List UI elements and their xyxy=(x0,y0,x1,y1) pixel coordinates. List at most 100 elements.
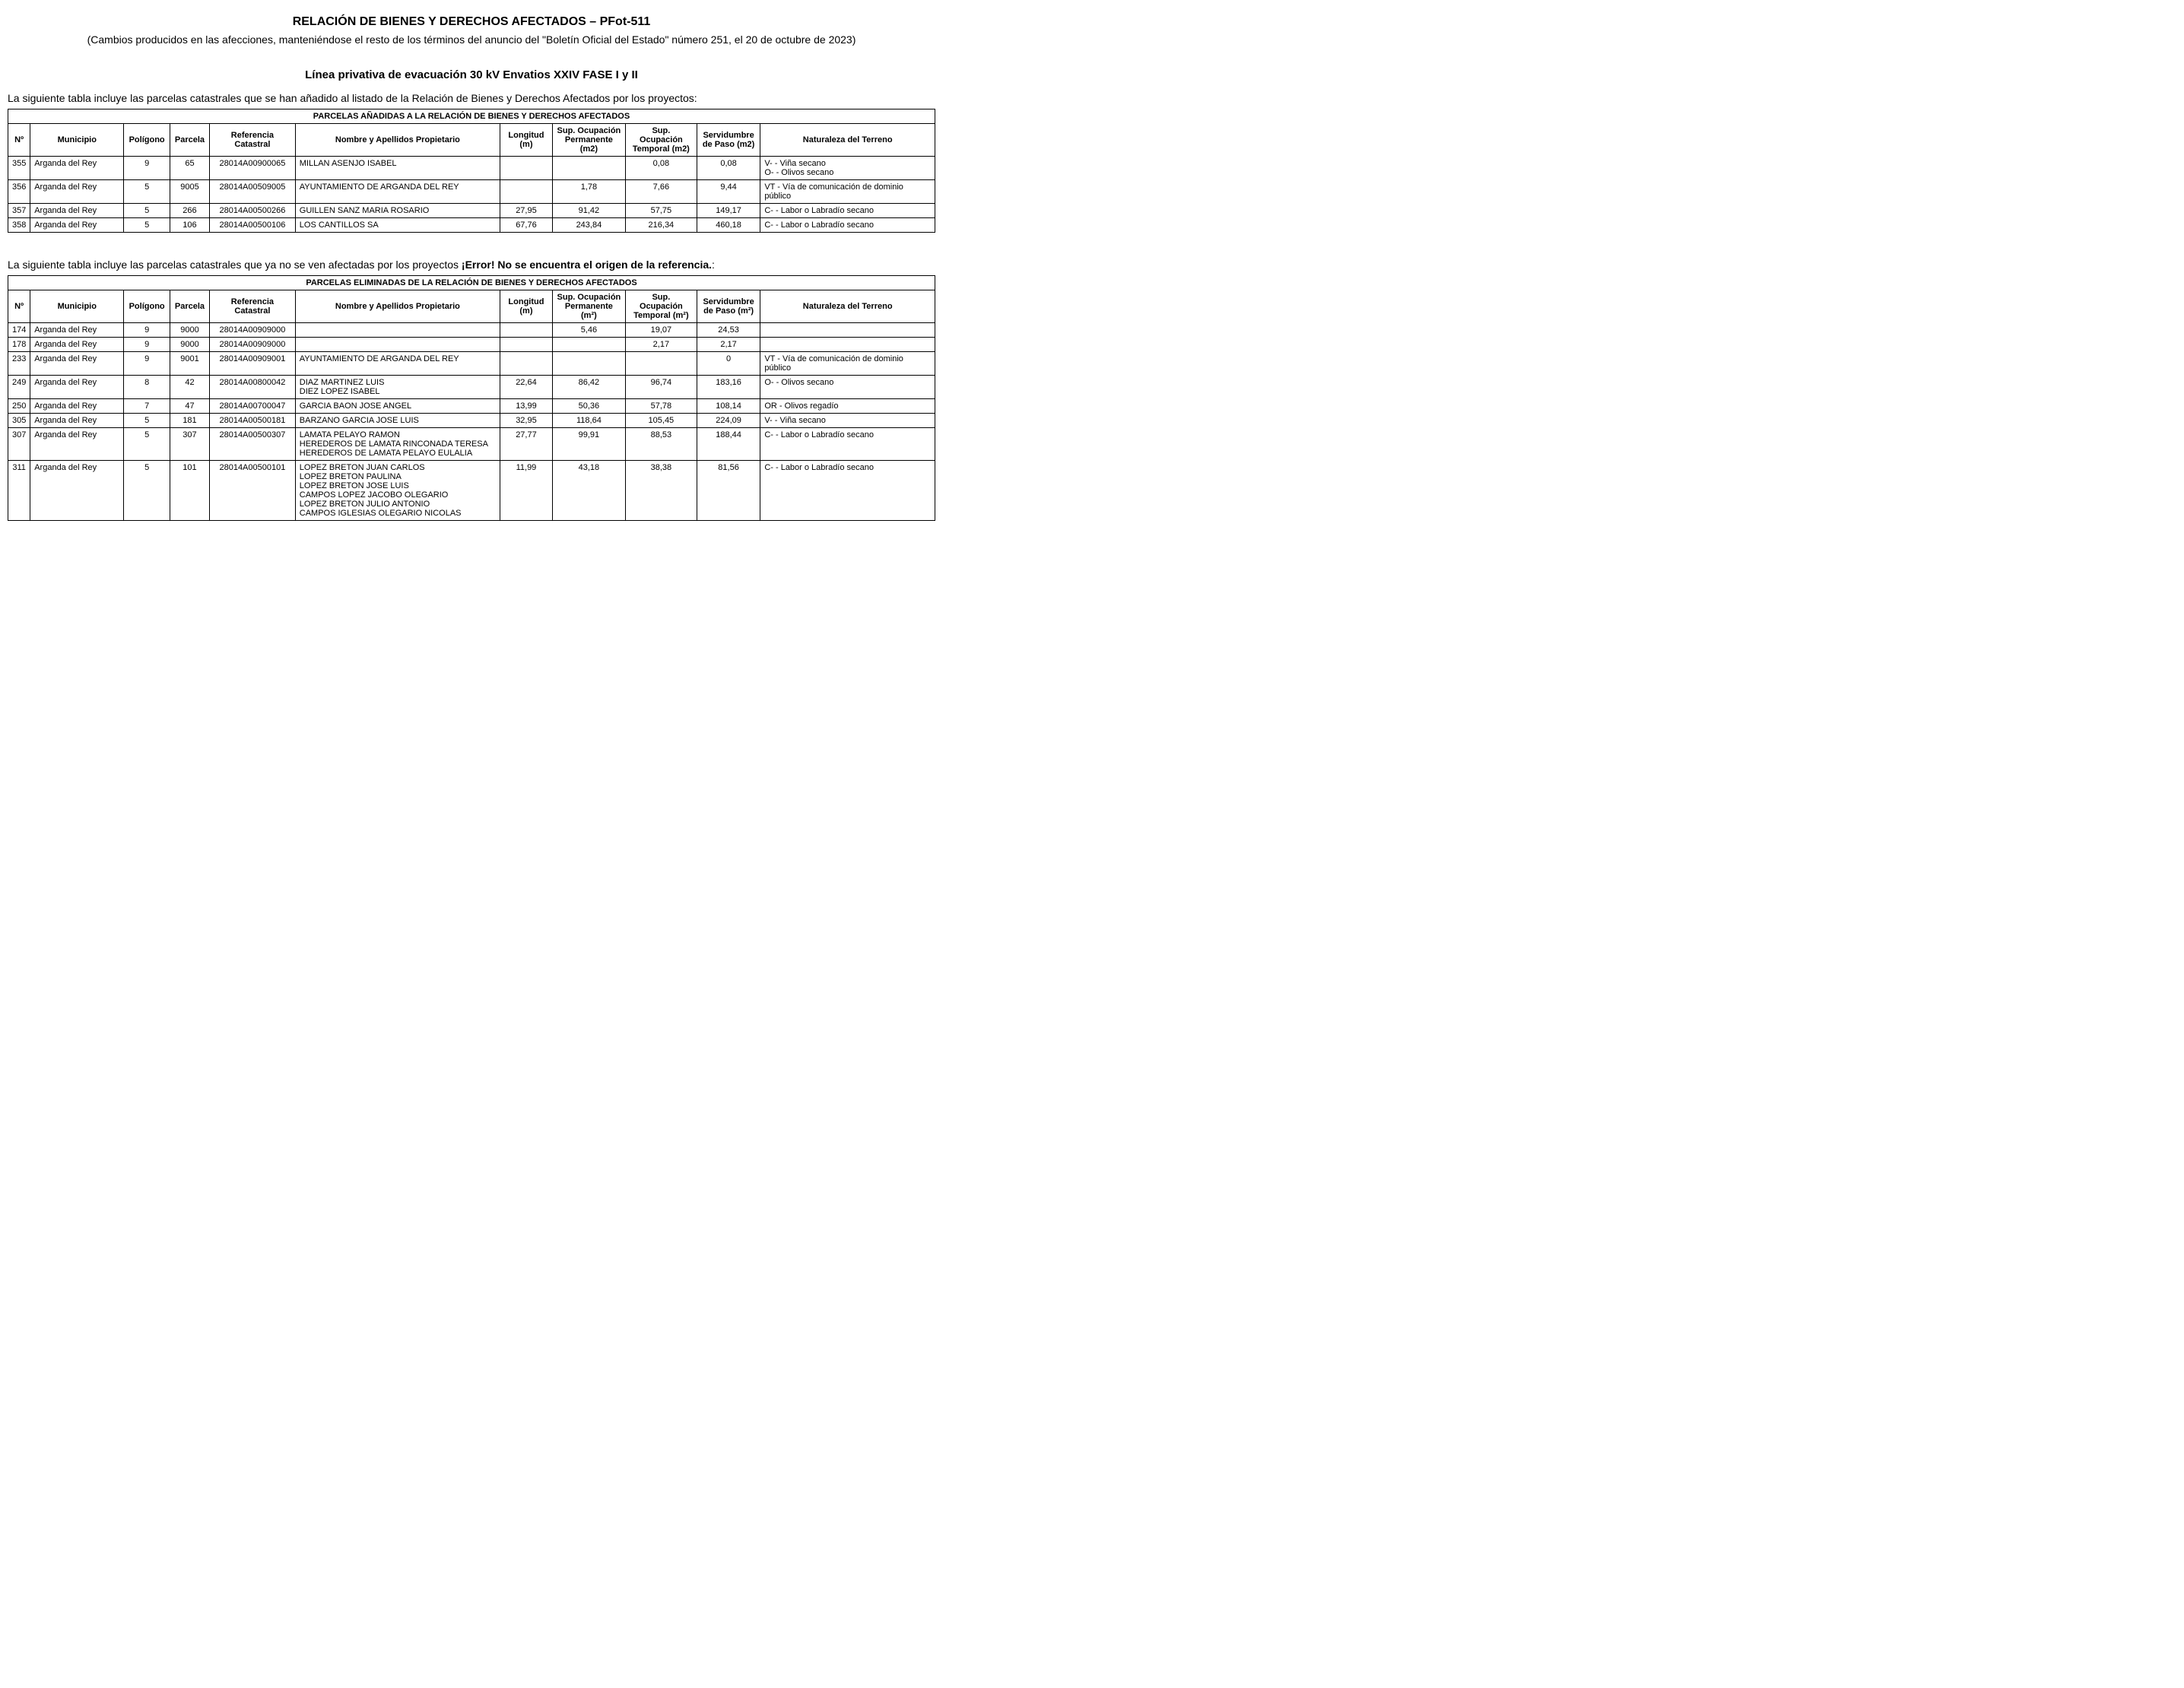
cell-municipio: Arganda del Rey xyxy=(30,399,124,414)
table-removed-head: Nº Municipio Polígono Parcela Referencia… xyxy=(8,290,935,323)
col-sup-temp: Sup. Ocupación Temporal (m²) xyxy=(625,290,697,323)
cell-sup_temp xyxy=(625,352,697,376)
cell-parcela: 101 xyxy=(170,461,209,521)
table-added: PARCELAS AÑADIDAS A LA RELACIÓN DE BIENE… xyxy=(8,109,935,233)
cell-referencia: 28014A00909000 xyxy=(210,338,296,352)
cell-sup_perm xyxy=(552,352,625,376)
col-sup-perm: Sup. Ocupación Permanente (m²) xyxy=(552,290,625,323)
col-longitud: Longitud (m) xyxy=(500,124,553,157)
cell-referencia: 28014A00509005 xyxy=(210,180,296,204)
cell-parcela: 9000 xyxy=(170,323,209,338)
cell-parcela: 181 xyxy=(170,414,209,428)
table-row: 357Arganda del Rey526628014A00500266GUIL… xyxy=(8,204,935,218)
cell-nombre: AYUNTAMIENTO DE ARGANDA DEL REY xyxy=(295,352,500,376)
cell-sup_perm: 243,84 xyxy=(552,218,625,233)
cell-servidumbre: 9,44 xyxy=(697,180,760,204)
cell-nombre: GUILLEN SANZ MARIA ROSARIO xyxy=(295,204,500,218)
col-naturaleza: Naturaleza del Terreno xyxy=(760,124,935,157)
cell-municipio: Arganda del Rey xyxy=(30,376,124,399)
cell-municipio: Arganda del Rey xyxy=(30,204,124,218)
table-added-body: 355Arganda del Rey96528014A00900065MILLA… xyxy=(8,157,935,233)
col-referencia: Referencia Catastral xyxy=(210,124,296,157)
cell-parcela: 65 xyxy=(170,157,209,180)
cell-sup_perm: 118,64 xyxy=(552,414,625,428)
cell-parcela: 9001 xyxy=(170,352,209,376)
col-parcela: Parcela xyxy=(170,124,209,157)
cell-naturaleza: V- - Viña secano O- - Olivos secano xyxy=(760,157,935,180)
cell-municipio: Arganda del Rey xyxy=(30,461,124,521)
cell-poligono: 5 xyxy=(124,461,170,521)
table-row: 355Arganda del Rey96528014A00900065MILLA… xyxy=(8,157,935,180)
table-row: 307Arganda del Rey530728014A00500307LAMA… xyxy=(8,428,935,461)
col-poligono: Polígono xyxy=(124,124,170,157)
cell-longitud xyxy=(500,323,553,338)
col-poligono: Polígono xyxy=(124,290,170,323)
cell-nombre xyxy=(295,323,500,338)
table-removed: PARCELAS ELIMINADAS DE LA RELACIÓN DE BI… xyxy=(8,275,935,521)
col-municipio: Municipio xyxy=(30,290,124,323)
cell-sup_temp: 38,38 xyxy=(625,461,697,521)
cell-nombre: LOPEZ BRETON JUAN CARLOS LOPEZ BRETON PA… xyxy=(295,461,500,521)
cell-poligono: 9 xyxy=(124,157,170,180)
cell-servidumbre: 0,08 xyxy=(697,157,760,180)
cell-longitud: 27,77 xyxy=(500,428,553,461)
table-removed-body: 174Arganda del Rey9900028014A009090005,4… xyxy=(8,323,935,521)
cell-poligono: 5 xyxy=(124,218,170,233)
cell-parcela: 266 xyxy=(170,204,209,218)
cell-num: 178 xyxy=(8,338,30,352)
cell-poligono: 5 xyxy=(124,204,170,218)
cell-naturaleza: V- - Viña secano xyxy=(760,414,935,428)
cell-naturaleza: C- - Labor o Labradío secano xyxy=(760,428,935,461)
table-row: 233Arganda del Rey9900128014A00909001AYU… xyxy=(8,352,935,376)
cell-poligono: 5 xyxy=(124,414,170,428)
cell-nombre xyxy=(295,338,500,352)
cell-num: 305 xyxy=(8,414,30,428)
cell-num: 311 xyxy=(8,461,30,521)
cell-sup_temp: 57,75 xyxy=(625,204,697,218)
cell-nombre: GARCIA BAON JOSE ANGEL xyxy=(295,399,500,414)
cell-sup_perm: 99,91 xyxy=(552,428,625,461)
col-sup-perm: Sup. Ocupación Permanente (m2) xyxy=(552,124,625,157)
cell-num: 174 xyxy=(8,323,30,338)
section-title: Línea privativa de evacuación 30 kV Enva… xyxy=(8,68,935,81)
intro-removed-error: ¡Error! No se encuentra el origen de la … xyxy=(462,259,712,271)
page-subtitle: (Cambios producidos en las afecciones, m… xyxy=(8,33,935,46)
col-nombre: Nombre y Apellidos Propietario xyxy=(295,124,500,157)
table-added-head: Nº Municipio Polígono Parcela Referencia… xyxy=(8,124,935,157)
cell-sup_perm: 91,42 xyxy=(552,204,625,218)
col-nombre: Nombre y Apellidos Propietario xyxy=(295,290,500,323)
cell-sup_temp: 96,74 xyxy=(625,376,697,399)
cell-parcela: 47 xyxy=(170,399,209,414)
cell-nombre: BARZANO GARCIA JOSE LUIS xyxy=(295,414,500,428)
col-parcela: Parcela xyxy=(170,290,209,323)
cell-referencia: 28014A00500307 xyxy=(210,428,296,461)
table-row: 356Arganda del Rey5900528014A00509005AYU… xyxy=(8,180,935,204)
cell-naturaleza: C- - Labor o Labradío secano xyxy=(760,204,935,218)
cell-referencia: 28014A00900065 xyxy=(210,157,296,180)
cell-referencia: 28014A00500181 xyxy=(210,414,296,428)
cell-municipio: Arganda del Rey xyxy=(30,180,124,204)
cell-referencia: 28014A00700047 xyxy=(210,399,296,414)
cell-num: 358 xyxy=(8,218,30,233)
cell-servidumbre: 149,17 xyxy=(697,204,760,218)
cell-num: 249 xyxy=(8,376,30,399)
cell-num: 355 xyxy=(8,157,30,180)
cell-referencia: 28014A00909001 xyxy=(210,352,296,376)
intro-removed-pre: La siguiente tabla incluye las parcelas … xyxy=(8,259,462,271)
cell-longitud xyxy=(500,352,553,376)
cell-naturaleza: OR - Olivos regadío xyxy=(760,399,935,414)
col-referencia: Referencia Catastral xyxy=(210,290,296,323)
cell-municipio: Arganda del Rey xyxy=(30,323,124,338)
cell-naturaleza: VT - Vía de comunicación de dominio públ… xyxy=(760,180,935,204)
cell-nombre: DIAZ MARTINEZ LUIS DIEZ LOPEZ ISABEL xyxy=(295,376,500,399)
cell-num: 250 xyxy=(8,399,30,414)
cell-referencia: 28014A00500266 xyxy=(210,204,296,218)
cell-sup_perm xyxy=(552,157,625,180)
cell-servidumbre: 2,17 xyxy=(697,338,760,352)
cell-servidumbre: 24,53 xyxy=(697,323,760,338)
cell-sup_temp: 105,45 xyxy=(625,414,697,428)
table-row: 358Arganda del Rey510628014A00500106LOS … xyxy=(8,218,935,233)
col-naturaleza: Naturaleza del Terreno xyxy=(760,290,935,323)
cell-nombre: LOS CANTILLOS SA xyxy=(295,218,500,233)
cell-nombre: MILLAN ASENJO ISABEL xyxy=(295,157,500,180)
